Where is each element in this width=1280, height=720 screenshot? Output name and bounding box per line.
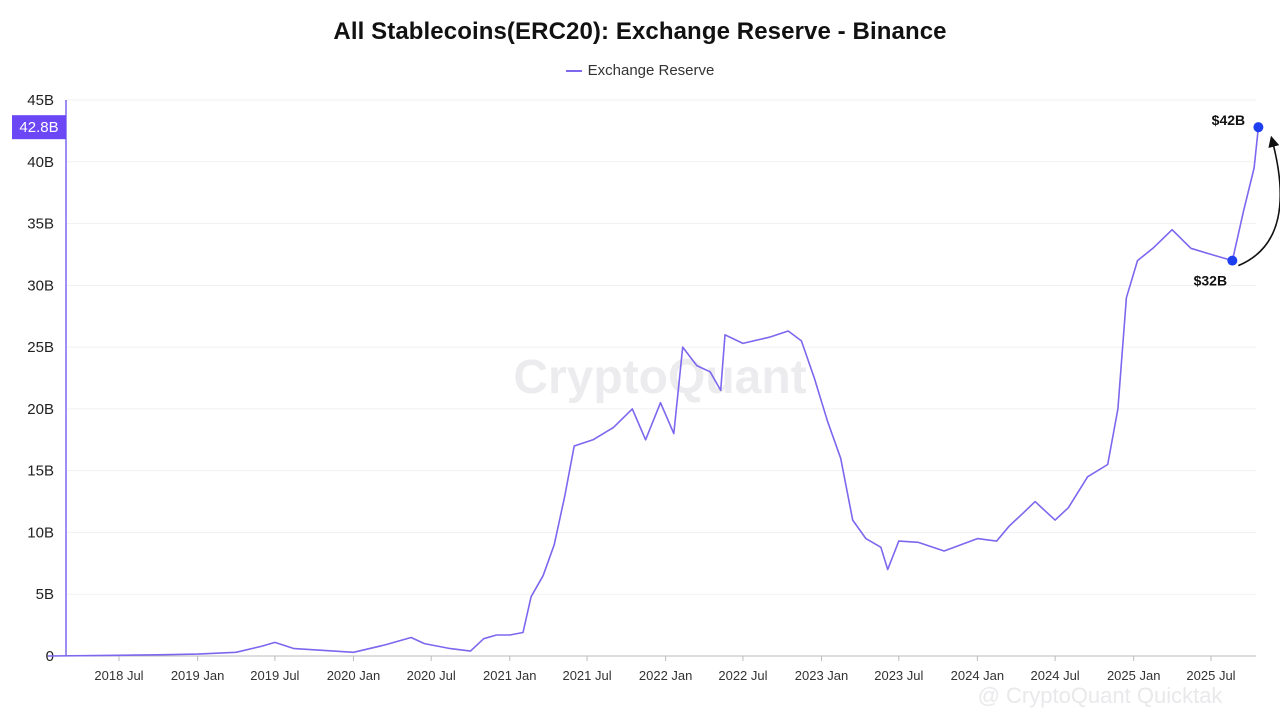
x-tick-label: 2019 Jul bbox=[250, 668, 299, 683]
x-tick-label: 2023 Jul bbox=[874, 668, 923, 683]
x-tick-label: 2020 Jan bbox=[327, 668, 381, 683]
watermark-center: CryptoQuant bbox=[513, 351, 806, 404]
y-tick-label: 45B bbox=[27, 92, 54, 109]
y-tick-label: 25B bbox=[27, 339, 54, 356]
annotation-label-end: $42B bbox=[1212, 112, 1245, 128]
y-tick-label: 40B bbox=[27, 154, 54, 171]
current-value-label: 42.8B bbox=[19, 119, 58, 136]
annotation-point-end[interactable] bbox=[1253, 122, 1264, 133]
current-value-badge bbox=[12, 115, 66, 140]
chart-title: All Stablecoins(ERC20): Exchange Reserve… bbox=[333, 18, 947, 45]
y-tick-label: 10B bbox=[27, 524, 54, 541]
x-tick-label: 2019 Jan bbox=[171, 668, 225, 683]
series-line-exchange-reserve[interactable] bbox=[47, 127, 1260, 657]
y-tick-label: 30B bbox=[27, 277, 54, 294]
x-tick-label: 2022 Jul bbox=[718, 668, 767, 683]
y-tick-label: 5B bbox=[36, 586, 54, 603]
y-tick-label: 35B bbox=[27, 216, 54, 233]
x-tick-label: 2018 Jul bbox=[94, 668, 143, 683]
x-tick-label: 2024 Jan bbox=[951, 668, 1005, 683]
legend[interactable]: Exchange Reserve bbox=[0, 62, 1280, 79]
legend-label: Exchange Reserve bbox=[587, 62, 715, 79]
y-tick-label: 20B bbox=[27, 401, 54, 418]
x-tick-label: 2023 Jan bbox=[795, 668, 849, 683]
x-tick-label: 2021 Jul bbox=[562, 668, 611, 683]
x-tick-label: 2025 Jan bbox=[1107, 668, 1161, 683]
watermark-bottom: @ CryptoQuant Quicktak bbox=[978, 683, 1224, 708]
annotation-point-start[interactable] bbox=[1227, 255, 1238, 266]
annotation-label-start: $32B bbox=[1194, 273, 1227, 289]
annotation-arrow bbox=[1238, 135, 1280, 267]
x-tick-label: 2020 Jul bbox=[407, 668, 456, 683]
x-tick-label: 2021 Jan bbox=[483, 668, 537, 683]
legend-swatch bbox=[565, 70, 582, 73]
x-tick-label: 2024 Jul bbox=[1031, 668, 1080, 683]
x-tick-label: 2022 Jan bbox=[639, 668, 693, 683]
x-tick-label: 2025 Jul bbox=[1186, 668, 1235, 683]
y-tick-label: 15B bbox=[27, 463, 54, 480]
